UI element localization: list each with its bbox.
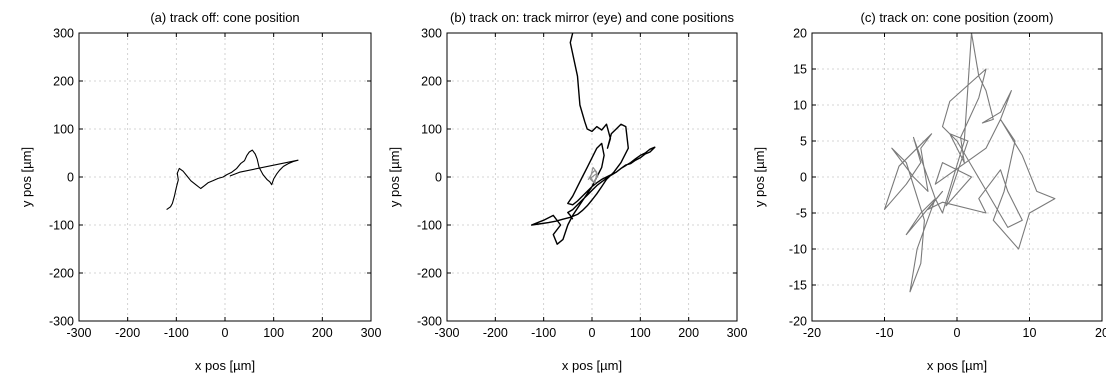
x-tick-label: 0 [954, 326, 961, 340]
y-tick-label: -300 [417, 315, 442, 329]
y-tick-label: -5 [796, 207, 807, 221]
x-tick-label: -300 [66, 326, 91, 340]
x-tick-label: -200 [483, 326, 508, 340]
x-tick-label: 300 [727, 326, 748, 340]
y-tick-label: 100 [421, 123, 442, 137]
x-tick-label: 100 [263, 326, 284, 340]
y-tick-label: 200 [421, 75, 442, 89]
y-tick-label: 10 [793, 99, 807, 113]
x-tick-label: 200 [312, 326, 333, 340]
y-tick-label: -200 [49, 267, 74, 281]
y-tick-label: 300 [421, 27, 442, 41]
y-axis-label: y pos [µm] [19, 147, 34, 207]
chart-panel-0: -300 -200 -100 0 100 200 300 -300 -200 -100 0 100 20… [19, 10, 381, 373]
y-tick-label: 200 [53, 75, 74, 89]
chart-panel-1: -300 -200 -100 0 100 200 300 -300 -200 -100 0 100 20… [387, 10, 747, 373]
chart-title: (c) track on: cone position (zoom) [861, 10, 1054, 25]
y-tick-label: -100 [417, 219, 442, 233]
x-tick-label: 300 [361, 326, 382, 340]
x-tick-label: -300 [434, 326, 459, 340]
chart-title: (b) track on: track mirror (eye) and con… [450, 10, 734, 25]
x-axis-label: x pos [µm] [195, 358, 255, 373]
x-tick-label: 200 [678, 326, 699, 340]
x-tick-label: 20 [1095, 326, 1106, 340]
x-tick-label: 0 [222, 326, 229, 340]
chart-panel-2: -20 -10 0 10 20 -20 -15 -10 -5 0 5 10 15 20 (c) track … [752, 10, 1106, 373]
y-tick-label: 20 [793, 27, 807, 41]
x-tick-label: 0 [589, 326, 596, 340]
y-tick-label: -20 [789, 315, 807, 329]
y-tick-label: 300 [53, 27, 74, 41]
y-tick-label: 100 [53, 123, 74, 137]
x-axis-label: x pos [µm] [927, 358, 987, 373]
x-tick-label: -20 [803, 326, 821, 340]
y-tick-label: -300 [49, 315, 74, 329]
x-tick-label: 100 [630, 326, 651, 340]
y-tick-label: -200 [417, 267, 442, 281]
series-line-0 [883, 32, 1056, 293]
y-tick-label: -100 [49, 219, 74, 233]
x-tick-label: 10 [1023, 326, 1037, 340]
y-tick-label: 5 [800, 135, 807, 149]
x-axis-label: x pos [µm] [562, 358, 622, 373]
series-line-0 [530, 32, 656, 245]
y-tick-label: 0 [435, 171, 442, 185]
y-tick-label: -15 [789, 279, 807, 293]
y-tick-label: 0 [67, 171, 74, 185]
x-tick-label: -10 [875, 326, 893, 340]
y-tick-label: 0 [800, 171, 807, 185]
x-tick-label: -100 [164, 326, 189, 340]
chart-title: (a) track off: cone position [150, 10, 299, 25]
series-line-1 [587, 166, 599, 185]
series-line-0 [166, 149, 299, 211]
y-tick-label: -10 [789, 243, 807, 257]
y-tick-label: 15 [793, 63, 807, 77]
x-tick-label: -100 [531, 326, 556, 340]
x-tick-label: -200 [115, 326, 140, 340]
y-axis-label: y pos [µm] [752, 147, 767, 207]
y-axis-label: y pos [µm] [387, 147, 402, 207]
